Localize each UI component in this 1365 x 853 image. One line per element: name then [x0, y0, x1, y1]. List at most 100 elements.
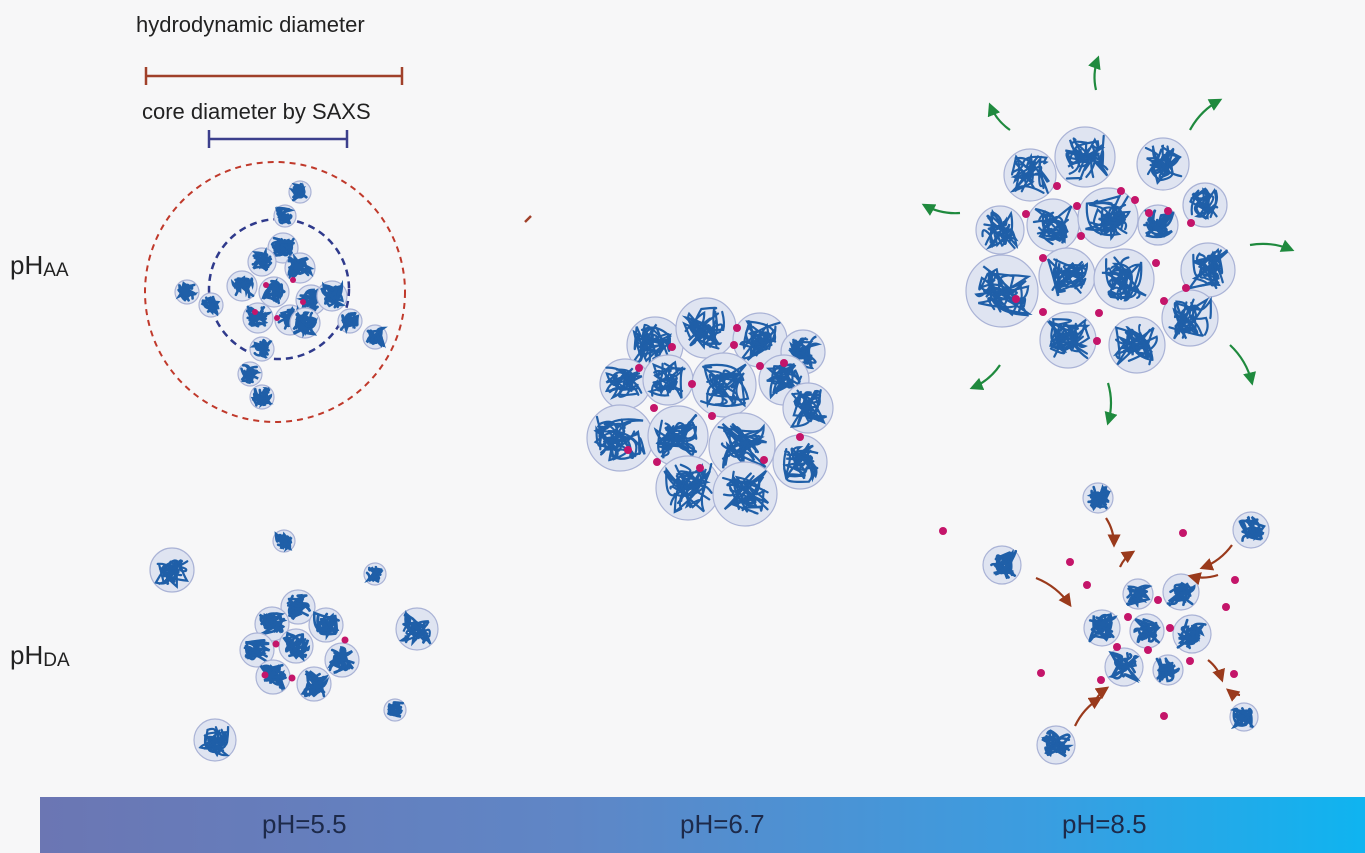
- arrow: [1225, 688, 1241, 702]
- ion-dot: [1073, 202, 1081, 210]
- micelle: [782, 382, 834, 434]
- micelle: [258, 276, 290, 308]
- micelle: [395, 607, 439, 651]
- row-label-ph-da-prefix: pH: [10, 640, 44, 670]
- micelle: [193, 718, 237, 762]
- ion-dot: [696, 464, 704, 472]
- micelle: [780, 329, 826, 375]
- micelle: [647, 405, 709, 467]
- ion-dot: [1039, 308, 1047, 316]
- micelle: [278, 628, 314, 664]
- ion-dot: [688, 380, 696, 388]
- ion-dot: [252, 309, 258, 315]
- arrow: [921, 203, 961, 216]
- ion-dot: [730, 341, 738, 349]
- ion-dot: [1160, 712, 1168, 720]
- ion-dot: [274, 315, 280, 321]
- scale-label-ph-8-5: pH=8.5: [1062, 809, 1147, 839]
- ion-dot: [780, 359, 788, 367]
- micelle: [1229, 702, 1259, 732]
- micelle: [337, 308, 363, 335]
- micelle: [247, 246, 277, 277]
- micelle: [1082, 482, 1114, 514]
- micelle: [363, 562, 387, 586]
- ion-dot: [624, 446, 632, 454]
- micelle: [712, 461, 778, 527]
- micelle: [1026, 198, 1080, 252]
- ion-dot: [1066, 558, 1074, 566]
- micelle: [289, 307, 321, 339]
- ion-dot: [1144, 646, 1152, 654]
- micelle: [255, 659, 291, 695]
- micelle: [1003, 148, 1057, 202]
- micelle: [362, 324, 388, 350]
- ion-dot: [1179, 529, 1187, 537]
- micelle: [1232, 511, 1270, 549]
- row-label-ph-da-subscript: DA: [43, 650, 70, 671]
- ion-dot: [1230, 670, 1238, 678]
- ion-dot: [708, 412, 716, 420]
- ion-dot: [1164, 207, 1172, 215]
- ion-dot: [1039, 254, 1047, 262]
- ion-dot: [1160, 297, 1168, 305]
- micelle: [732, 312, 788, 368]
- row-label-ph-aa-prefix: pH: [10, 250, 44, 280]
- ion-dot: [1083, 581, 1091, 589]
- ion-dot: [1113, 643, 1121, 651]
- ion-dot: [1093, 337, 1101, 345]
- ion-dot: [263, 282, 269, 288]
- micelle: [239, 632, 275, 668]
- micelle: [280, 589, 316, 625]
- arrow: [1118, 550, 1136, 568]
- micelle: [149, 547, 195, 593]
- core-diameter-bar: [207, 130, 349, 148]
- arrow: [1104, 382, 1118, 426]
- micelle: [1129, 613, 1165, 649]
- micelle: [273, 204, 297, 228]
- arrow: [1199, 544, 1233, 571]
- ion-dot: [1152, 259, 1160, 267]
- micelle: [772, 434, 828, 490]
- ion-dot: [1022, 210, 1030, 218]
- micelle: [1180, 242, 1236, 298]
- ion-dot: [341, 636, 349, 644]
- micelle: [1038, 247, 1096, 305]
- micelle: [284, 252, 316, 284]
- micelle: [237, 361, 263, 387]
- arrow: [1189, 98, 1223, 131]
- ion-dot: [1186, 657, 1194, 665]
- ion-dot: [1124, 613, 1132, 621]
- ion-dot: [261, 671, 269, 679]
- micelle: [1036, 725, 1076, 765]
- arrow: [1229, 344, 1256, 386]
- ion-dot: [1077, 232, 1085, 240]
- ion-dot: [300, 299, 306, 305]
- arrow: [1105, 517, 1121, 548]
- ion-layer: [252, 182, 1239, 720]
- ion-dot: [1182, 284, 1190, 292]
- ion-dot: [1231, 576, 1239, 584]
- stray-mark: [524, 215, 532, 223]
- micelle: [691, 352, 757, 418]
- micelle: [174, 279, 200, 305]
- micelle: [1093, 248, 1155, 310]
- row-label-ph-da: pHDA: [10, 640, 70, 672]
- ion-dot: [1187, 219, 1195, 227]
- micelle: [242, 302, 274, 334]
- micelle: [1172, 614, 1212, 654]
- arrow: [969, 364, 1001, 391]
- ion-dot: [1095, 309, 1103, 317]
- ion-dot: [1037, 669, 1045, 677]
- micelle: [226, 270, 258, 302]
- hydrodynamic-diameter-label: hydrodynamic diameter: [136, 12, 365, 37]
- micelle: [267, 232, 299, 264]
- micelle: [1122, 578, 1154, 610]
- hydrodynamic-diameter-bar: [144, 67, 404, 85]
- micelle: [1077, 187, 1139, 249]
- micelle: [249, 384, 275, 410]
- micelle: [1182, 182, 1228, 228]
- micelle: [296, 666, 332, 702]
- ion-dot: [733, 324, 741, 332]
- micelle: [975, 205, 1025, 255]
